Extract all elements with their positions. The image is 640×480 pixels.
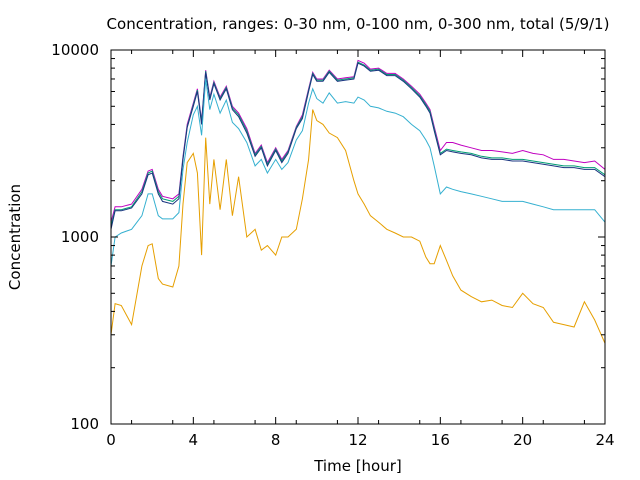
axis-ticks: 0 4 8 12 16 20 24 100 1000 10000	[51, 41, 614, 449]
x-tick-label: 12	[348, 431, 367, 449]
y-tick-label: 1000	[61, 228, 99, 246]
y-tick-label: 10000	[51, 41, 99, 59]
y-tick-label: 100	[70, 415, 99, 433]
series-line-5	[110, 109, 606, 344]
x-tick-label: 4	[189, 431, 199, 449]
series-line-4	[110, 78, 606, 267]
x-tick-label: 16	[431, 431, 450, 449]
x-axis-label: Time [hour]	[313, 457, 402, 475]
x-tick-label: 24	[595, 431, 614, 449]
chart-title: Concentration, ranges: 0-30 nm, 0-100 nm…	[107, 15, 610, 33]
y-axis-label: Concentration	[6, 184, 24, 290]
x-tick-label: 0	[106, 431, 116, 449]
plot-area	[110, 59, 606, 344]
x-tick-label: 8	[271, 431, 281, 449]
x-tick-label: 20	[513, 431, 532, 449]
series-line-3	[110, 62, 606, 230]
